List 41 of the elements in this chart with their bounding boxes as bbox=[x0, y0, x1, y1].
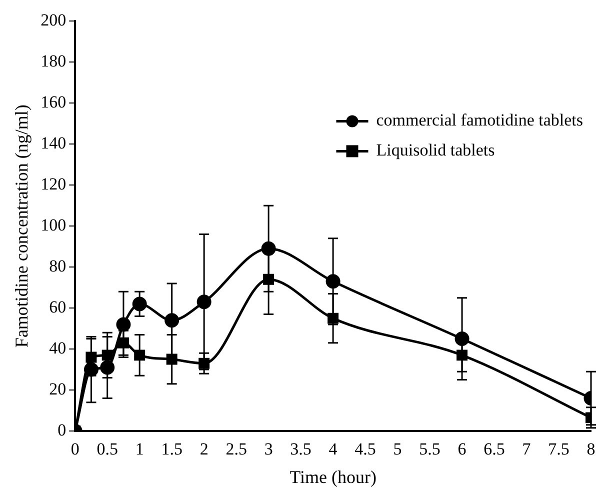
y-tick-label: 20 bbox=[49, 379, 66, 398]
x-tick-label: 2.5 bbox=[226, 440, 247, 459]
legend-label: commercial famotidine tablets bbox=[376, 110, 584, 130]
point bbox=[100, 360, 115, 375]
x-tick-label: 1.5 bbox=[161, 440, 182, 459]
y-tick-label: 0 bbox=[58, 420, 66, 440]
x-tick-label: 0 bbox=[70, 440, 80, 459]
x-tick-label: 4.5 bbox=[354, 440, 376, 459]
point bbox=[134, 350, 146, 361]
point bbox=[198, 358, 210, 369]
point bbox=[263, 274, 274, 285]
point bbox=[196, 294, 212, 310]
x-tick-label: 3.5 bbox=[290, 440, 312, 459]
y-tick-label: 180 bbox=[40, 52, 66, 71]
y-tick-label: 140 bbox=[40, 134, 66, 153]
y-tick-label: 40 bbox=[49, 338, 66, 358]
x-tick-label: 1 bbox=[135, 440, 144, 459]
x-axis-title: Time (hour) bbox=[290, 466, 376, 487]
y-axis-title: Famotidine concentration (ng/ml) bbox=[12, 104, 32, 348]
x-tick-label: 5.5 bbox=[419, 440, 440, 459]
x-tick-label: 0.5 bbox=[96, 440, 118, 459]
x-tick-label: 7.5 bbox=[548, 440, 570, 459]
x-tick-label: 7 bbox=[522, 440, 532, 459]
y-tick-label: 200 bbox=[40, 10, 66, 30]
point bbox=[164, 313, 180, 328]
x-tick-label: 5 bbox=[393, 440, 402, 459]
x-tick-label: 6 bbox=[458, 440, 466, 459]
y-tick-label: 80 bbox=[49, 256, 66, 276]
x-tick-label: 3 bbox=[264, 440, 273, 459]
x-tick-label: 4 bbox=[328, 440, 338, 459]
x-tick-label: 8 bbox=[586, 440, 596, 459]
y-tick-label: 120 bbox=[40, 174, 66, 194]
y-tick-label: 60 bbox=[49, 298, 66, 317]
legend-label: Liquisolid tablets bbox=[376, 140, 495, 160]
y-tick-label: 100 bbox=[40, 216, 66, 235]
point bbox=[132, 296, 147, 312]
point bbox=[86, 352, 97, 363]
x-tick-label: 2 bbox=[200, 440, 208, 459]
point bbox=[456, 350, 468, 361]
y-tick-label: 160 bbox=[40, 92, 66, 112]
x-tick-label: 6.5 bbox=[484, 440, 505, 459]
